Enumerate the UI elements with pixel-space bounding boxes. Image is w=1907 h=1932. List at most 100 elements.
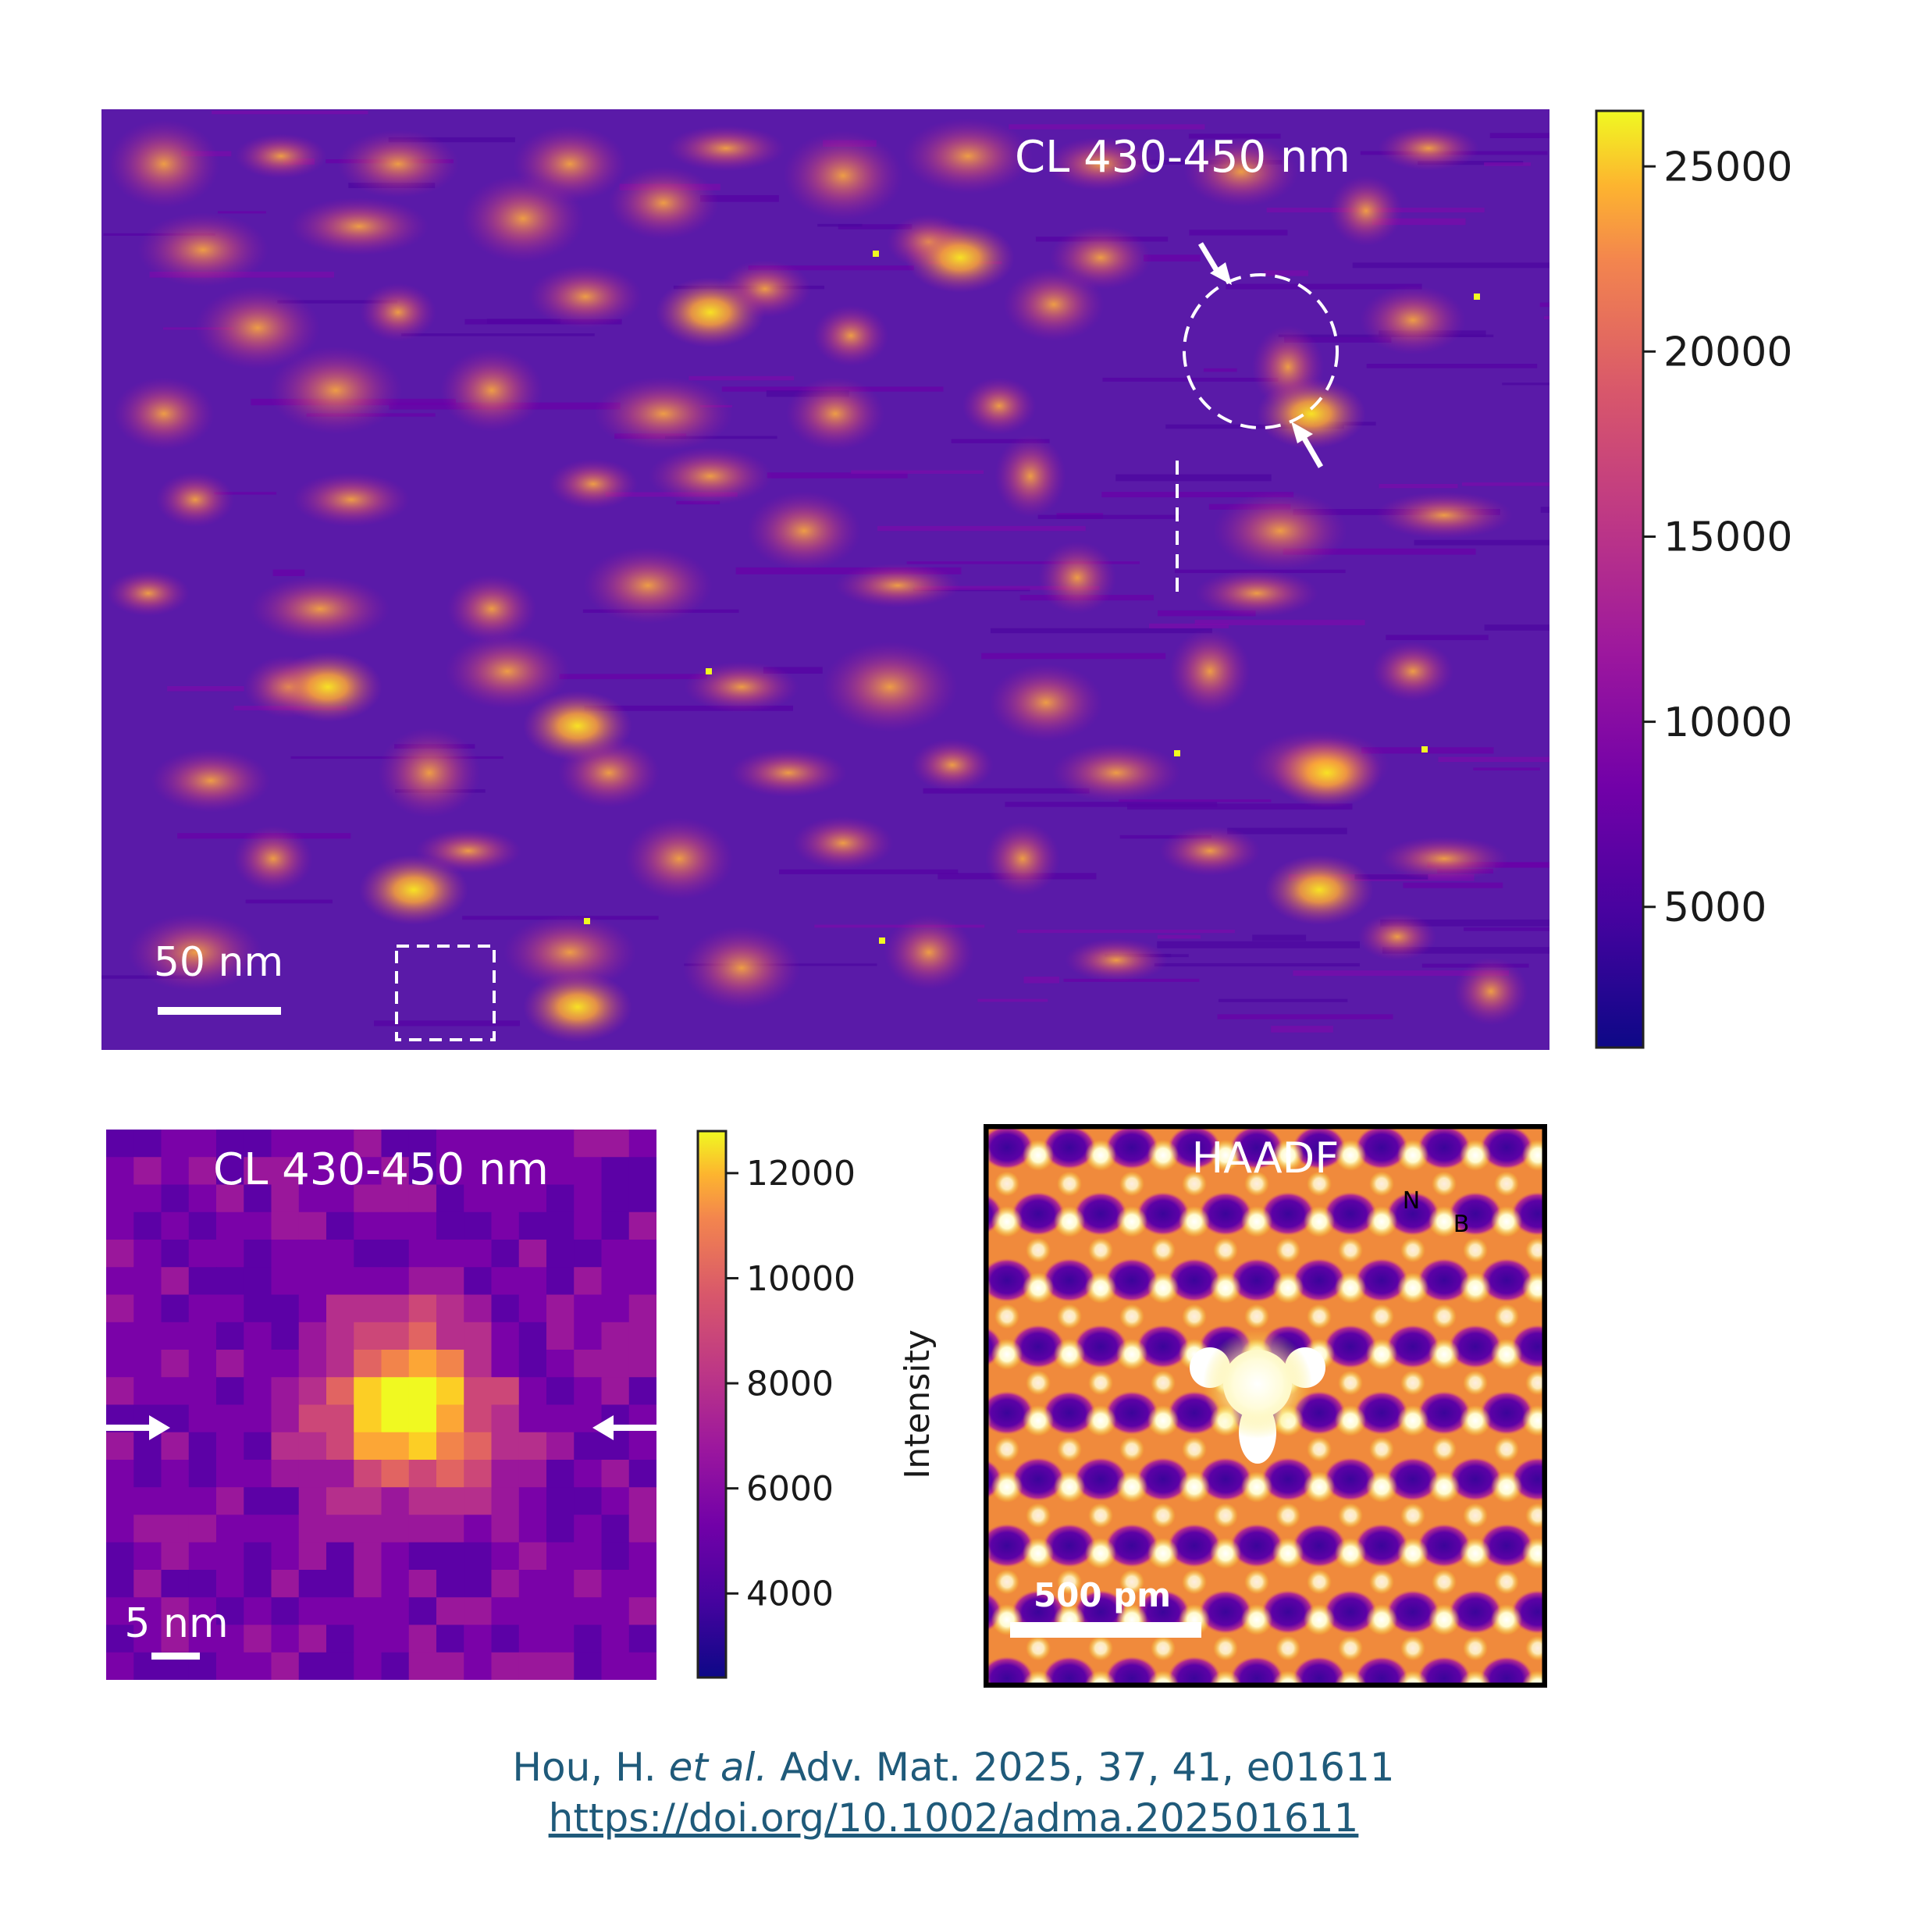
zoom-pixel <box>546 1487 575 1516</box>
cl-emitter-spot <box>813 304 889 367</box>
zoom-pixel <box>161 1514 190 1543</box>
zoom-pixel <box>216 1240 244 1268</box>
lattice-atom <box>1182 1569 1207 1595</box>
lattice-hole <box>988 1656 1034 1683</box>
zoom-pixel <box>133 1130 162 1158</box>
zoom-pixel <box>491 1404 520 1433</box>
lattice-atom <box>1432 1569 1457 1595</box>
lattice-atom <box>1119 1436 1144 1462</box>
lattice-atom <box>1463 1503 1488 1528</box>
scan-streak <box>923 788 1090 794</box>
cl-emitter-spot <box>290 197 429 256</box>
zoom-pixel <box>106 1542 134 1571</box>
scan-streak <box>1372 218 1466 226</box>
zoom-pixel <box>518 1377 547 1406</box>
zoom-pixel <box>161 1240 190 1268</box>
zoom-pixel <box>216 1350 244 1378</box>
zoom-pixel <box>354 1130 382 1158</box>
cl-emitter-spot <box>360 283 436 342</box>
lattice-hole <box>1418 1258 1471 1302</box>
scan-streak <box>1489 133 1549 138</box>
scan-streak <box>1380 919 1549 927</box>
citation-doi-link[interactable]: https://doi.org/10.1002/adma.202501611 <box>548 1795 1359 1841</box>
cl-emitter-spot <box>783 130 903 221</box>
cl-emitter-spot <box>108 119 220 208</box>
zoom-pixel <box>546 1377 575 1406</box>
lattice-atom <box>1026 1370 1051 1396</box>
scan-streak <box>1283 548 1476 555</box>
cl-emitter-spot <box>822 642 958 732</box>
zoom-pixel <box>133 1184 162 1213</box>
zoom-pixel <box>161 1570 190 1598</box>
lattice-atom <box>1088 1635 1113 1661</box>
zoom-pixel <box>271 1460 300 1488</box>
lattice-hole <box>1230 1656 1283 1683</box>
cl-emitter-spot <box>792 816 894 870</box>
zoom-pixel <box>298 1377 327 1406</box>
zoom-pixel <box>464 1267 493 1296</box>
zoom-pixel <box>298 1184 327 1213</box>
zoom-pixel <box>491 1460 520 1488</box>
scan-streak <box>245 899 333 904</box>
lattice-atom <box>1151 1635 1176 1661</box>
cl-emitter-spot <box>1329 175 1404 247</box>
zoom-pixel <box>106 1322 134 1350</box>
lattice-atom <box>991 1206 1023 1237</box>
citation-line: Hou, H. et al. Adv. Mat. 2025, 37, 41, e… <box>0 1745 1907 1790</box>
cl-emitter-spot <box>1195 569 1318 617</box>
zoom-pixel <box>546 1514 575 1543</box>
zoom-pixel <box>354 1377 382 1406</box>
lattice-atom <box>1397 1405 1428 1436</box>
zoom-pixel <box>133 1322 162 1350</box>
zoom-pixel <box>518 1432 547 1461</box>
scan-streak <box>584 705 793 711</box>
zoom-pixel <box>574 1652 603 1680</box>
scan-streak <box>735 567 962 575</box>
zoom-pixel <box>436 1624 464 1653</box>
cl-emitter-spot <box>730 748 847 798</box>
lattice-hole <box>1480 1656 1533 1683</box>
scan-streak <box>1543 316 1549 319</box>
scan-streak <box>1101 492 1294 498</box>
zoom-pixel <box>574 1184 603 1213</box>
lattice-atom <box>1366 1206 1397 1237</box>
zoom-pixel <box>436 1130 464 1158</box>
scan-streak <box>1386 635 1489 641</box>
zoom-pixel <box>491 1294 520 1323</box>
lattice-atom <box>1338 1635 1363 1661</box>
cl-emitter-spot <box>269 346 403 435</box>
zoom-pixel <box>271 1514 300 1543</box>
lattice-hole <box>1012 1457 1065 1501</box>
zoom-pixel <box>381 1294 410 1323</box>
zoom-pixel <box>354 1487 382 1516</box>
cl-emitter-spot <box>593 376 734 451</box>
zoom-pixel <box>133 1350 162 1378</box>
zoom-pixel <box>161 1487 190 1516</box>
lattice-atom <box>1491 1339 1522 1370</box>
lattice-hole <box>1480 1129 1533 1169</box>
zoom-pixel <box>326 1130 354 1158</box>
zoom-pixel <box>188 1624 217 1653</box>
zoom-pixel <box>216 1652 244 1680</box>
lattice-hole <box>1449 1457 1502 1501</box>
cl-bright-emitter <box>273 652 382 722</box>
zoom-pixel <box>546 1130 575 1158</box>
arrow-icon <box>1197 242 1232 285</box>
cl-emitter-spot <box>1183 136 1299 208</box>
zoom-pixel <box>381 1542 410 1571</box>
zoom-pixel <box>326 1184 354 1213</box>
zoom-pixel <box>133 1240 162 1268</box>
zoom-pixel <box>628 1570 656 1598</box>
lattice-atom <box>1026 1635 1051 1661</box>
zoom-pixel <box>244 1460 272 1488</box>
zoom-pixel <box>436 1377 464 1406</box>
zoom-pixel <box>133 1597 162 1626</box>
lattice-hole <box>1230 1129 1283 1169</box>
zoom-pixel <box>106 1432 134 1461</box>
zoom-pixel <box>133 1570 162 1598</box>
lattice-hole <box>1261 1457 1315 1501</box>
zoom-pixel <box>106 1184 134 1213</box>
cl-emitter-spot <box>336 130 460 198</box>
scan-streak <box>388 137 515 143</box>
lattice-atom <box>1307 1304 1332 1329</box>
